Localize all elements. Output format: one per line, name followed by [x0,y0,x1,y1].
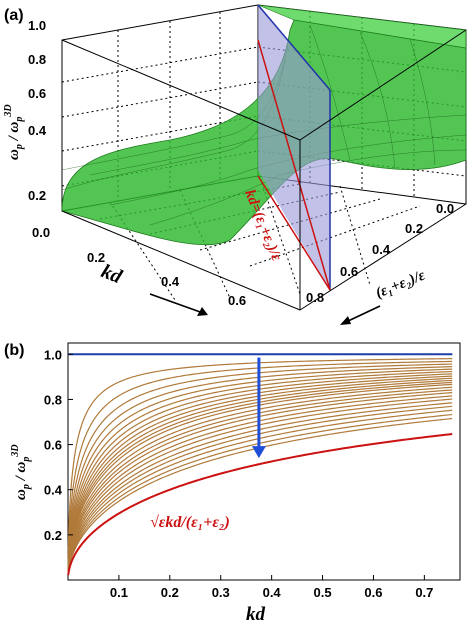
z-tick-4: 1.0 [28,18,46,33]
curve-family [67,353,453,576]
y-axis-label: (ε₁+ε₂)/ε [374,267,429,301]
panel-a-label: (a) [4,7,24,24]
arrow-head [251,446,266,459]
family-curve-8 [67,377,453,569]
z-tick-2: 0.6 [28,86,46,101]
family-curve-11 [67,383,453,570]
down-arrow [251,357,266,459]
z-ticks: 0.2 0.4 0.6 0.8 1.0 [28,18,47,203]
z-tick-1: 0.4 [28,123,47,138]
x-tick-3: 0.6 [228,293,246,308]
family-curve-1 [67,360,453,558]
x-tick-0: 0.0 [32,225,50,240]
z-tick-3: 0.8 [28,52,46,67]
y-tick-1: 0.2 [405,221,423,236]
family-curve-6 [67,373,453,568]
kd-plane [258,5,330,290]
y-tick-4: 0.8 [306,290,324,305]
x-tick-b-0: 0.1 [110,585,128,600]
family-curve-0 [67,358,453,552]
family-curve-18 [67,405,453,574]
x-axis-label-b: kd [246,604,266,625]
panel-a: (a) [3,4,467,325]
family-curve-4 [67,368,453,565]
plane-blue-edge [257,4,331,91]
family-curve-20 [67,413,453,574]
family-curve-15 [67,395,453,572]
y-tick-0: 0.0 [436,201,454,216]
family-curve-3 [67,366,453,564]
y-tick-group: 0.2 0.4 0.6 0.8 1.0 [44,347,73,543]
y-tick-b-0: 0.2 [44,528,62,543]
plane-red-diagonal [257,39,331,291]
family-curve-19 [67,409,453,574]
x-tick-group: 0.1 0.2 0.3 0.4 0.5 0.6 0.7 [110,575,433,600]
x-tick-1: 0.2 [87,250,105,265]
x-tick-b-2: 0.3 [212,585,230,600]
z-tick-0: 0.2 [28,188,46,203]
y-axis-label-b: ωp / ωp3D [10,444,32,500]
x-tick-b-6: 0.7 [415,585,433,600]
family-curve-13 [67,389,453,571]
z-axis-label: ωp / ωp3D [3,104,25,160]
x-axis-arrow [149,293,208,316]
family-curve-7 [67,375,453,568]
x-tick-b-4: 0.5 [314,585,332,600]
panel-b-label: (b) [4,342,24,359]
family-curve-9 [67,379,453,570]
plot-frame [67,342,461,581]
panel-b: (b) 0.20.40.60.81.0 0.1 0.2 0.3 0.4 0.5 0.6 0.… [4,342,461,625]
x-tick-b-3: 0.4 [263,585,282,600]
plane-red-floor [257,175,331,291]
lower-limit-label: √εkd/(ε₁+ε₂) [150,514,230,531]
family-curve-14 [67,391,453,572]
y-tick-3: 0.6 [340,264,358,279]
box-front-edges [61,29,467,311]
y-axis-arrow [340,305,381,325]
family-curve-16 [67,398,453,573]
x-tick-b-1: 0.2 [161,585,179,600]
lower-limit-curve [67,433,453,576]
family-curve-2 [67,363,453,562]
y-tick-b-4: 1.0 [44,347,62,362]
family-curve-10 [67,381,453,570]
y-ticks: 0.8 0.6 0.4 0.2 0.0 [306,201,454,305]
family-curve-17 [67,402,453,573]
surface-top-sheet [257,4,467,49]
y-tick-b-2: 0.6 [44,438,62,453]
x-tick-b-5: 0.6 [364,585,382,600]
family-curve-5 [67,370,453,567]
x-tick-2: 0.4 [161,274,180,289]
y-tick-2: 0.4 [372,242,391,257]
family-curve-21 [67,417,453,575]
x-ticks: 0.0 0.2 0.4 0.6 [32,225,246,308]
family-curve-12 [67,386,453,571]
y-tick-b-1: 0.4 [44,483,63,498]
y-tick-b-3: 0.8 [44,392,62,407]
